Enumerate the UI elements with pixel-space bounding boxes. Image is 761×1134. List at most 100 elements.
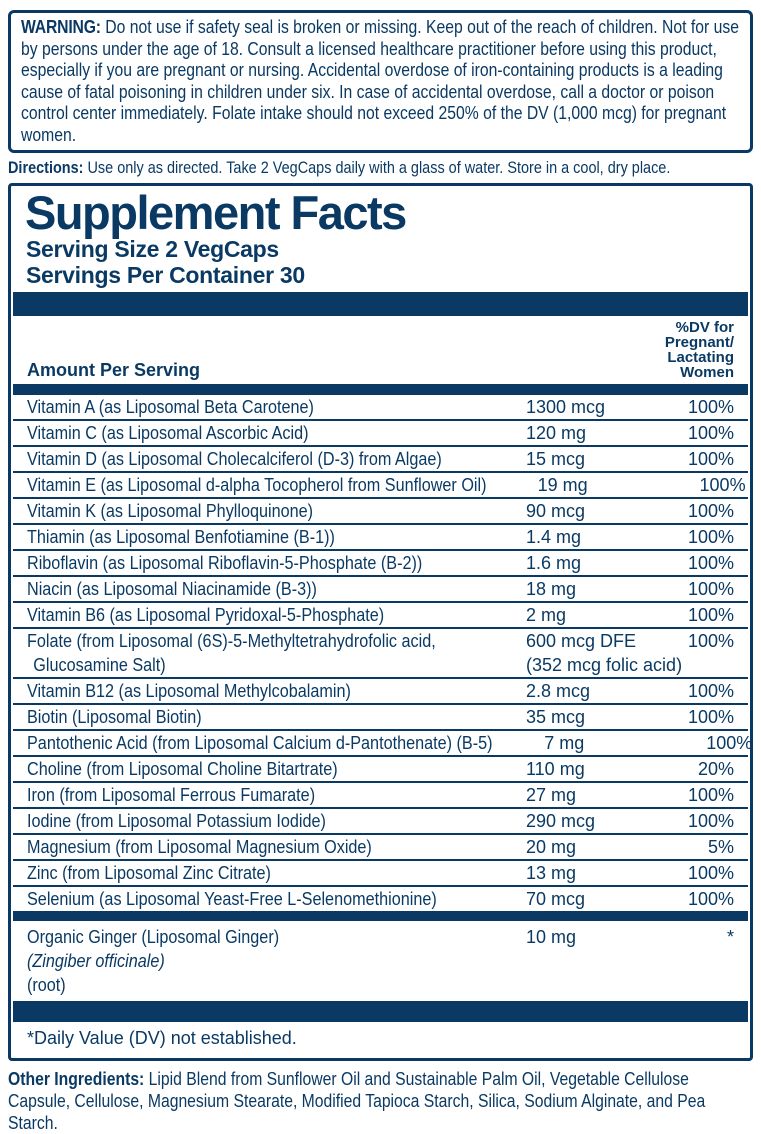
nutrient-amount: 110 mg bbox=[526, 757, 658, 781]
nutrient-name: Vitamin K (as Liposomal Phylloquinone) bbox=[27, 499, 526, 523]
nutrient-amount-text: 70 mcg bbox=[526, 889, 586, 909]
divider-bar-tall bbox=[13, 1001, 748, 1022]
table-row: Biotin (Liposomal Biotin) 35 mcg 100% bbox=[11, 705, 750, 729]
nutrient-name: Vitamin C (as Liposomal Ascorbic Acid) bbox=[27, 421, 526, 445]
nutrient-table: Vitamin A (as Liposomal Beta Carotene) 13… bbox=[11, 395, 752, 911]
directions-paragraph: Directions: Use only as directed. Take 2… bbox=[8, 157, 753, 178]
nutrient-amount: 600 mcg DFE (352 mcg folic acid) bbox=[526, 629, 682, 677]
nutrient-dv: 5% bbox=[707, 837, 734, 857]
nutrient-dv: 100% bbox=[687, 707, 734, 727]
nutrient-amount-text: 110 mg bbox=[526, 759, 585, 779]
nutrient-amount-text: 27 mg bbox=[526, 785, 577, 805]
nutrient-name-text: Vitamin A (as Liposomal Beta Carotene) bbox=[27, 397, 314, 417]
nutrient-dv: 100% bbox=[699, 475, 746, 495]
table-row: Thiamin (as Liposomal Benfotiamine (B-1)… bbox=[11, 525, 750, 549]
nutrient-dv: 100% bbox=[687, 785, 734, 805]
botanical-dv: * bbox=[726, 927, 734, 947]
nutrient-name-text: Biotin (Liposomal Biotin) bbox=[27, 707, 202, 727]
nutrient-amount-text: 290 mcg bbox=[526, 811, 596, 831]
row-separator bbox=[13, 703, 748, 705]
dv-header-line: Lactating bbox=[667, 349, 734, 366]
table-row: Vitamin A (as Liposomal Beta Carotene) 13… bbox=[11, 395, 750, 419]
table-row: Vitamin B12 (as Liposomal Methylcobalami… bbox=[11, 679, 750, 703]
row-separator bbox=[13, 575, 748, 577]
nutrient-amount: 120 mg bbox=[526, 421, 658, 445]
amount-per-serving-label: Amount Per Serving bbox=[27, 360, 201, 380]
directions-text: Use only as directed. Take 2 VegCaps dai… bbox=[87, 158, 671, 177]
nutrient-dv: 100% bbox=[687, 397, 734, 417]
table-row: Iron (from Liposomal Ferrous Fumarate) 27… bbox=[11, 783, 750, 807]
nutrient-name-text: Choline (from Liposomal Choline Bitartra… bbox=[27, 759, 338, 779]
botanical-name: Organic Ginger (Liposomal Ginger) (Zingi… bbox=[27, 925, 526, 997]
nutrient-name-text: Iron (from Liposomal Ferrous Fumarate) bbox=[27, 785, 316, 805]
table-row: Vitamin K (as Liposomal Phylloquinone) 90… bbox=[11, 499, 750, 523]
botanical-name-suffix: (root) bbox=[27, 975, 66, 995]
nutrient-amount: 2.8 mcg bbox=[526, 679, 658, 703]
table-row: Vitamin D (as Liposomal Cholecalciferol … bbox=[11, 447, 750, 471]
row-separator bbox=[13, 497, 748, 499]
nutrient-name: Vitamin B6 (as Liposomal Pyridoxal-5-Pho… bbox=[27, 603, 526, 627]
nutrient-name: Biotin (Liposomal Biotin) bbox=[27, 705, 526, 729]
botanical-amount: 10 mg bbox=[526, 927, 577, 947]
nutrient-amount-text: 90 mcg bbox=[526, 501, 586, 521]
nutrient-dv: 100% bbox=[687, 605, 734, 625]
nutrient-name: Magnesium (from Liposomal Magnesium Oxid… bbox=[27, 835, 526, 859]
table-row: Iodine (from Liposomal Potassium Iodide)… bbox=[11, 809, 750, 833]
nutrient-name: Thiamin (as Liposomal Benfotiamine (B-1)… bbox=[27, 525, 526, 549]
nutrient-amount-text: 15 mcg bbox=[526, 449, 586, 469]
nutrient-amount-text: 120 mg bbox=[526, 423, 587, 443]
botanical-row: Organic Ginger (Liposomal Ginger) (Zingi… bbox=[11, 921, 750, 1001]
nutrient-dv: 100% bbox=[687, 889, 734, 909]
servings-per-container: Servings Per Container 30 bbox=[26, 262, 305, 288]
table-row: Selenium (as Liposomal Yeast-Free L-Sele… bbox=[11, 887, 750, 911]
row-separator bbox=[13, 677, 748, 679]
nutrient-name-text: Vitamin C (as Liposomal Ascorbic Acid) bbox=[27, 423, 309, 443]
nutrient-name-text: Selenium (as Liposomal Yeast-Free L-Sele… bbox=[27, 889, 437, 909]
warning-box: WARNING: Do not use if safety seal is br… bbox=[8, 10, 753, 153]
nutrient-name-text: Magnesium (from Liposomal Magnesium Oxid… bbox=[27, 837, 372, 857]
nutrient-amount: 27 mg bbox=[526, 783, 658, 807]
nutrient-name-text: Vitamin B6 (as Liposomal Pyridoxal-5-Pho… bbox=[27, 605, 385, 625]
row-separator bbox=[13, 627, 748, 629]
divider-bar-mid bbox=[13, 911, 748, 921]
nutrient-amount: 18 mg bbox=[526, 577, 658, 601]
nutrient-dv: 100% bbox=[687, 553, 734, 573]
nutrient-name: Folate (from Liposomal (6S)-5-Methyltetr… bbox=[27, 629, 526, 677]
row-separator bbox=[13, 755, 748, 757]
row-separator bbox=[13, 859, 748, 861]
nutrient-name-text: Thiamin (as Liposomal Benfotiamine (B-1)… bbox=[27, 527, 335, 547]
column-header-row: Amount Per Serving %DV for Pregnant/ Lac… bbox=[11, 316, 750, 384]
row-separator bbox=[13, 807, 748, 809]
nutrient-name: Iron (from Liposomal Ferrous Fumarate) bbox=[27, 783, 526, 807]
nutrient-name: Niacin (as Liposomal Niacinamide (B-3)) bbox=[27, 577, 526, 601]
nutrient-dv: 100% bbox=[687, 501, 734, 521]
nutrient-amount-text: 1.4 mg bbox=[526, 527, 582, 547]
divider-bar-thin bbox=[13, 384, 748, 395]
nutrient-amount: 13 mg bbox=[526, 861, 658, 885]
nutrient-dv: 100% bbox=[687, 681, 734, 701]
divider-bar-thick bbox=[13, 292, 748, 316]
table-row: Niacin (as Liposomal Niacinamide (B-3)) 1… bbox=[11, 577, 750, 601]
nutrient-name-text: Vitamin D (as Liposomal Cholecalciferol … bbox=[27, 449, 442, 469]
row-separator bbox=[13, 419, 748, 421]
nutrient-amount-text: 19 mg bbox=[537, 475, 588, 495]
nutrient-dv: 100% bbox=[687, 863, 734, 883]
other-ingredients-paragraph: Other Ingredients: Lipid Blend from Sunf… bbox=[8, 1068, 753, 1134]
nutrient-name: Iodine (from Liposomal Potassium Iodide) bbox=[27, 809, 526, 833]
nutrient-name: Vitamin E (as Liposomal d-alpha Tocopher… bbox=[27, 473, 538, 497]
nutrient-name: Riboflavin (as Liposomal Riboflavin-5-Ph… bbox=[27, 551, 526, 575]
nutrient-amount: 290 mcg bbox=[526, 809, 658, 833]
nutrient-amount-text: 20 mg bbox=[526, 837, 577, 857]
nutrient-name-text: Vitamin B12 (as Liposomal Methylcobalami… bbox=[27, 681, 351, 701]
table-row: Magnesium (from Liposomal Magnesium Oxid… bbox=[11, 835, 750, 859]
nutrient-amount: 20 mg bbox=[526, 835, 658, 859]
nutrient-amount-text: 2 mg bbox=[526, 605, 567, 625]
table-row: Vitamin C (as Liposomal Ascorbic Acid) 12… bbox=[11, 421, 750, 445]
nutrient-name-text: Riboflavin (as Liposomal Riboflavin-5-Ph… bbox=[27, 553, 423, 573]
nutrient-name-text: Vitamin E (as Liposomal d-alpha Tocopher… bbox=[27, 475, 487, 495]
botanical-name-latin: (Zingiber officinale) bbox=[27, 951, 165, 971]
nutrient-amount-text: 7 mg bbox=[544, 733, 585, 753]
nutrient-amount-text: 600 mcg DFE bbox=[526, 631, 637, 651]
row-separator bbox=[13, 523, 748, 525]
nutrient-dv: 100% bbox=[687, 579, 734, 599]
